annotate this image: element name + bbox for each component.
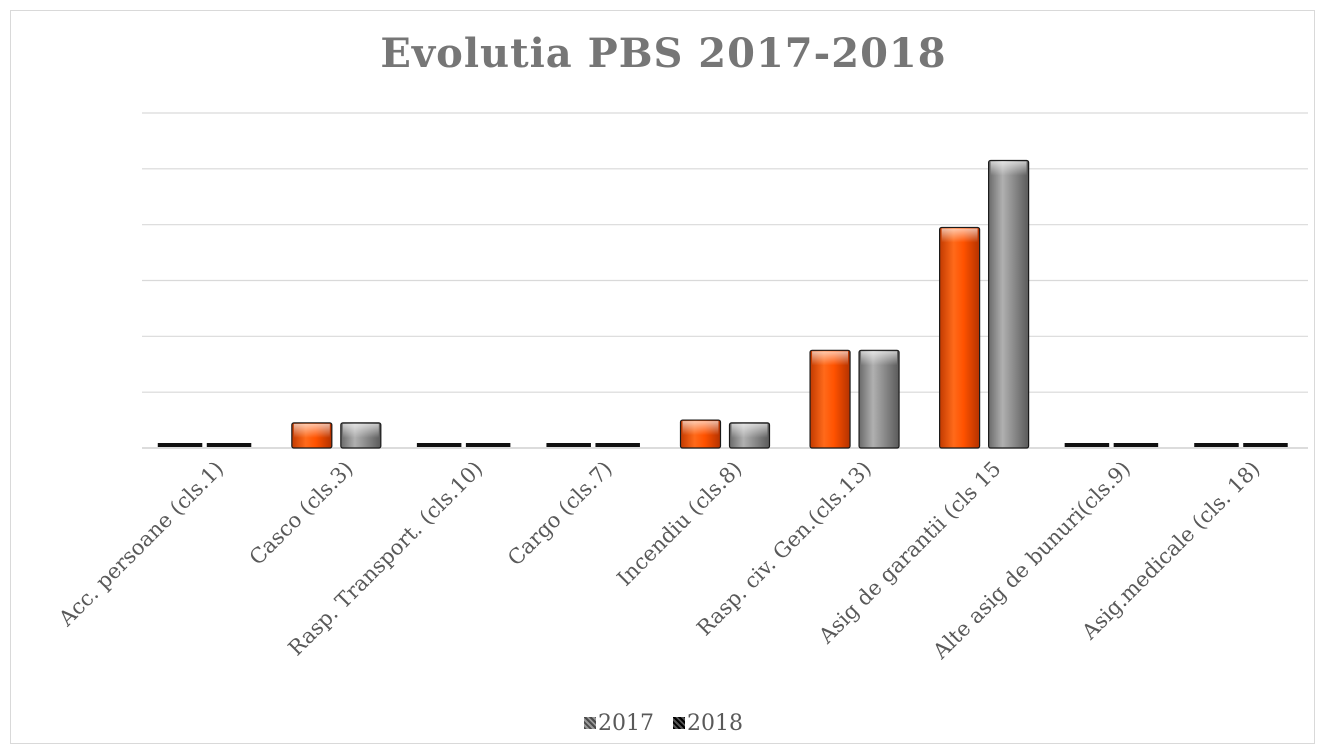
bar-2017-4	[546, 443, 591, 447]
bar-2018-7	[988, 159, 1030, 449]
bar-highlight	[861, 351, 898, 366]
x-tick-label: Casco (cls.3)	[245, 457, 358, 570]
legend-label-2017: 2017	[598, 710, 654, 736]
legend-item-2018: 2018	[673, 711, 743, 736]
bar-highlight	[990, 161, 1027, 176]
bar-highlight	[731, 423, 768, 438]
bar-highlight	[941, 228, 978, 243]
bar-highlight	[682, 421, 719, 436]
x-tick-label: Cargo (cls.7)	[503, 457, 617, 571]
legend-swatch-2018	[673, 717, 685, 729]
bar-2018-3	[465, 443, 511, 447]
x-tick-label: Incendiu (cls.8)	[612, 457, 746, 591]
bar-highlight	[812, 351, 849, 366]
bar-2017-8	[1064, 443, 1110, 447]
bar-highlight	[293, 423, 330, 438]
bar-2018-4	[595, 443, 640, 447]
bar-2017-1	[157, 443, 203, 447]
chart-area	[10, 10, 1315, 744]
bar-2017-9	[1194, 443, 1239, 447]
bar-2017-7	[939, 226, 981, 449]
x-tick-label: Acc. persoane (cls.1)	[54, 457, 229, 632]
chart-title: Evolutia PBS 2017-2018	[380, 30, 947, 77]
bar-2017-3	[416, 443, 462, 447]
bar-highlight	[342, 423, 379, 438]
bar-2018-9	[1243, 443, 1288, 447]
bar-2018-6	[858, 349, 900, 449]
bar-2017-6	[809, 349, 851, 449]
legend-item-2017: 2017	[584, 711, 654, 736]
legend-label-2018: 2018	[687, 710, 743, 736]
legend: 2017 2018	[0, 710, 1327, 736]
bar-2018-8	[1113, 443, 1159, 447]
legend-swatch-2017	[584, 717, 596, 729]
bar-2018-1	[206, 443, 252, 447]
